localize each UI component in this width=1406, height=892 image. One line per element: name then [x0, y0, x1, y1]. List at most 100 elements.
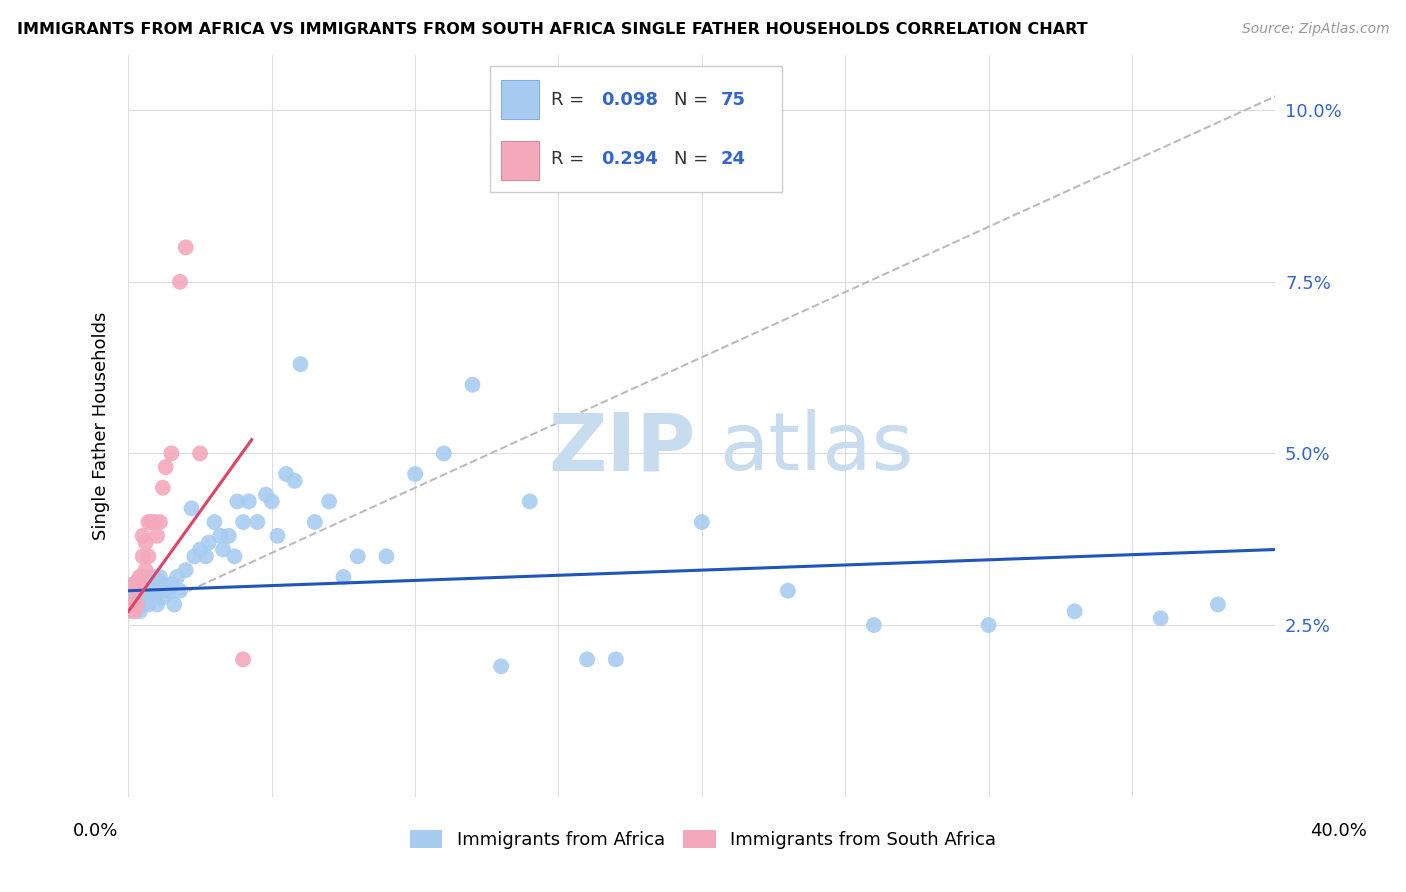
Point — [135, 535, 157, 549]
Point — [238, 494, 260, 508]
Point — [122, 604, 145, 618]
Point — [141, 583, 163, 598]
Point — [149, 583, 172, 598]
Point — [212, 542, 235, 557]
Point — [284, 474, 307, 488]
Point — [141, 515, 163, 529]
Point — [519, 494, 541, 508]
Point — [977, 618, 1000, 632]
Point — [1206, 598, 1229, 612]
Point — [128, 570, 150, 584]
Point — [128, 570, 150, 584]
Point — [169, 583, 191, 598]
Text: 40.0%: 40.0% — [1310, 822, 1367, 840]
Text: ZIP: ZIP — [548, 409, 695, 487]
Point — [146, 529, 169, 543]
Point — [149, 515, 172, 529]
Point — [138, 583, 160, 598]
Point — [135, 583, 157, 598]
Point — [576, 652, 599, 666]
Point — [160, 577, 183, 591]
Point — [224, 549, 246, 564]
Point — [128, 577, 150, 591]
Point — [132, 549, 155, 564]
Point — [143, 515, 166, 529]
Point — [375, 549, 398, 564]
Point — [174, 563, 197, 577]
Point — [332, 570, 354, 584]
Point — [226, 494, 249, 508]
Point — [149, 570, 172, 584]
Point — [128, 604, 150, 618]
Point — [489, 659, 512, 673]
Point — [202, 515, 225, 529]
Point — [122, 591, 145, 605]
Point — [174, 240, 197, 254]
Point — [254, 487, 277, 501]
Point — [155, 460, 177, 475]
Point — [197, 535, 219, 549]
Point — [120, 583, 142, 598]
Legend: Immigrants from Africa, Immigrants from South Africa: Immigrants from Africa, Immigrants from … — [402, 822, 1004, 856]
Point — [776, 583, 799, 598]
Point — [152, 591, 174, 605]
Point — [232, 515, 254, 529]
Point — [180, 501, 202, 516]
Point — [218, 529, 240, 543]
Point — [146, 598, 169, 612]
Point — [260, 494, 283, 508]
Point — [605, 652, 627, 666]
Point — [132, 598, 155, 612]
Point — [132, 591, 155, 605]
Point — [125, 598, 148, 612]
Point — [209, 529, 232, 543]
Point — [138, 577, 160, 591]
Point — [135, 591, 157, 605]
Point — [690, 515, 713, 529]
Point — [188, 446, 211, 460]
Point — [155, 583, 177, 598]
Point — [318, 494, 340, 508]
Point — [346, 549, 368, 564]
Point — [160, 446, 183, 460]
Point — [163, 598, 186, 612]
Point — [232, 652, 254, 666]
Point — [157, 583, 180, 598]
Point — [143, 583, 166, 598]
Point — [246, 515, 269, 529]
Point — [183, 549, 205, 564]
Point — [1063, 604, 1085, 618]
Point — [122, 577, 145, 591]
Point — [141, 591, 163, 605]
Point — [132, 577, 155, 591]
Text: IMMIGRANTS FROM AFRICA VS IMMIGRANTS FROM SOUTH AFRICA SINGLE FATHER HOUSEHOLDS : IMMIGRANTS FROM AFRICA VS IMMIGRANTS FRO… — [17, 22, 1087, 37]
Point — [188, 542, 211, 557]
Point — [128, 583, 150, 598]
Point — [141, 577, 163, 591]
Point — [1149, 611, 1171, 625]
Point — [125, 583, 148, 598]
Point — [138, 598, 160, 612]
Point — [433, 446, 456, 460]
Point — [146, 577, 169, 591]
Point — [266, 529, 288, 543]
Point — [404, 467, 426, 481]
Point — [122, 577, 145, 591]
Point — [135, 570, 157, 584]
Point — [290, 357, 312, 371]
Point — [146, 583, 169, 598]
Point — [152, 577, 174, 591]
Point — [194, 549, 217, 564]
Point — [138, 515, 160, 529]
Point — [304, 515, 326, 529]
Text: Source: ZipAtlas.com: Source: ZipAtlas.com — [1241, 22, 1389, 37]
Text: atlas: atlas — [720, 409, 914, 487]
Point — [274, 467, 297, 481]
Point — [132, 529, 155, 543]
Point — [863, 618, 886, 632]
Point — [138, 549, 160, 564]
Text: 0.0%: 0.0% — [73, 822, 118, 840]
Point — [125, 598, 148, 612]
Point — [143, 570, 166, 584]
Point — [135, 563, 157, 577]
